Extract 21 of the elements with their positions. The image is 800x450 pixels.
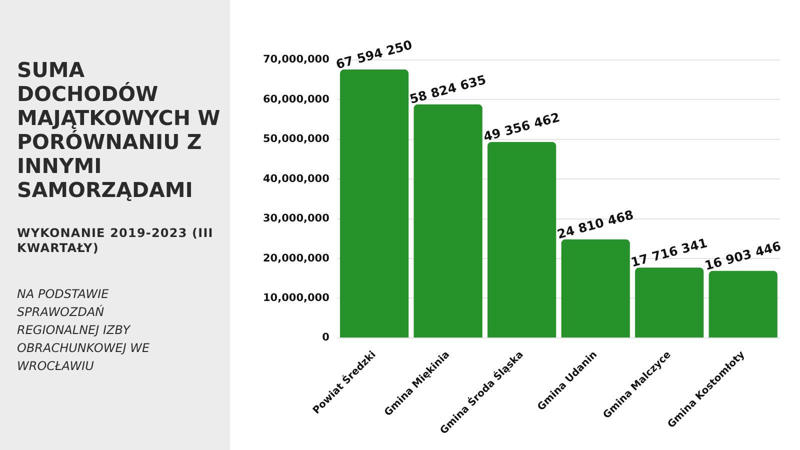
text: WYKONANIE 2019-2023 (III KWARTAŁY) [17,226,214,256]
data-label: 24 810 468 [556,206,636,242]
y-tick-label: 10,000,000 [262,292,330,304]
bar [414,104,482,338]
data-label: 58 824 635 [408,72,488,107]
y-tick-label: 70,000,000 [262,54,330,66]
y-tick-label: 0 [322,332,330,344]
y-tick-label: 20,000,000 [262,252,330,264]
data-label: 49 356 462 [482,109,562,144]
y-tick-label: 40,000,000 [262,172,330,185]
bar [708,270,778,338]
bar [561,239,630,338]
bar [488,142,556,338]
bar [340,70,409,338]
y-tick-label: 50,000,000 [262,133,330,146]
data-label: 67 594 250 [334,36,414,72]
y-tick-label: 60,000,000 [262,93,330,106]
text: SUMA DOCHODÓW MAJĄTKOWYCH W PORÓWNANIU Z INNYMI SAMORZĄDAMI [17,58,222,202]
text: NA PODSTAWIE SPRAWOZDAŃ REGIONALNEJ IZBY OBRACHUNKOWEJ WE WROCŁAWIU [17,286,151,375]
y-tick-label: 30,000,000 [262,212,330,225]
bar [635,268,704,338]
